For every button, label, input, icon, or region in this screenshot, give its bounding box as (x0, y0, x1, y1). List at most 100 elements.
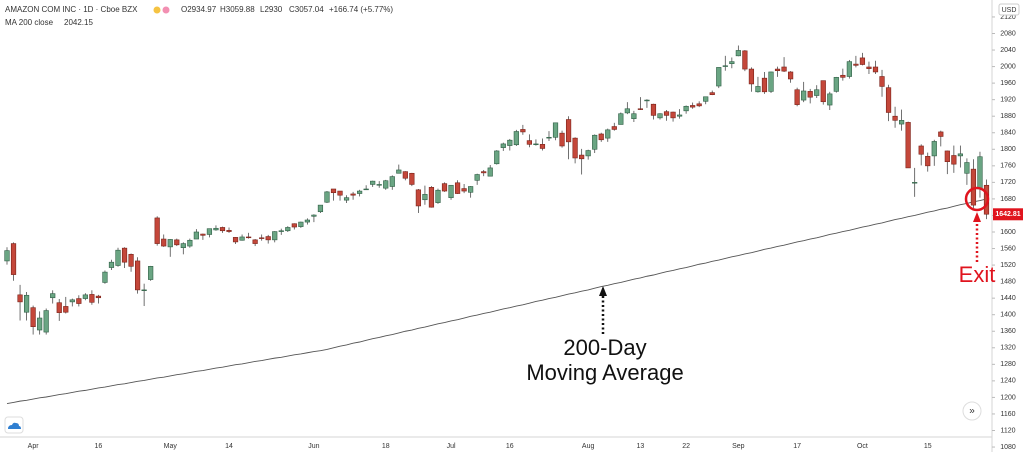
candle-body (311, 214, 317, 217)
y-tick-label: 1120 (1000, 427, 1015, 434)
candle-body (624, 108, 630, 114)
ohlc-low: L2930 (260, 5, 283, 14)
candle-body (206, 228, 213, 235)
exit-circle (964, 186, 990, 212)
candle-body (454, 182, 461, 194)
candle-body (814, 89, 820, 96)
y-tick-label: 1160 (1000, 411, 1015, 418)
candle-body (827, 93, 833, 106)
y-tick-label: 2080 (1000, 30, 1016, 37)
candle-body (30, 307, 36, 327)
candle-body (944, 150, 950, 162)
candle-body (232, 237, 239, 243)
candle-body (768, 71, 774, 92)
candle-body (37, 317, 43, 331)
candle-body (899, 120, 905, 125)
candle-body (252, 239, 258, 244)
y-tick-label: 1080 (1000, 444, 1016, 451)
y-tick-label: 1240 (1000, 378, 1016, 385)
candle-body (337, 190, 343, 196)
candle-body (370, 180, 376, 185)
x-tick-label: 13 (637, 443, 645, 450)
candle-body (866, 66, 872, 69)
candle-body (43, 310, 49, 333)
candle-body (95, 295, 102, 299)
icon[interactable] (153, 6, 161, 14)
candle-body (376, 184, 382, 186)
y-tick-label: 1480 (1000, 278, 1016, 285)
candle-body (755, 86, 761, 93)
candle-body (663, 111, 670, 116)
candle-body (161, 238, 167, 247)
plot-area (4, 45, 990, 405)
candle-body (50, 293, 56, 299)
candle-body (108, 261, 115, 268)
candle-body (683, 105, 689, 112)
y-tick-label: 1560 (1000, 245, 1016, 252)
exit-annotation: Exit (959, 262, 996, 287)
chart-title: AMAZON COM INC · 1D · Cboe BZX (5, 5, 138, 14)
candle-body (892, 115, 898, 121)
candle-body (807, 91, 813, 98)
candle-body (187, 239, 193, 247)
candle-body (879, 76, 885, 87)
candle-body (357, 190, 363, 194)
x-tick-label: 16 (506, 443, 514, 450)
candle-body (239, 236, 245, 241)
ohlc-open: O2934.97 (181, 5, 217, 14)
candle-body (409, 172, 415, 185)
candle-body (552, 122, 559, 138)
scroll-button[interactable] (962, 401, 982, 421)
x-tick-label: Apr (28, 443, 40, 450)
candle-body (193, 231, 199, 240)
candle-body (690, 105, 696, 108)
candle-body (500, 143, 506, 148)
y-tick-label: 1800 (1000, 146, 1016, 153)
candle-body (265, 236, 271, 241)
candle-body (63, 306, 69, 313)
candle-body (396, 169, 402, 174)
y-tick-label: 1760 (1000, 163, 1016, 170)
candle-body (650, 103, 657, 116)
candle-body (180, 243, 186, 249)
x-tick-label: 18 (382, 443, 390, 450)
icon[interactable] (162, 6, 170, 14)
y-tick-label: 1440 (1000, 295, 1016, 302)
ma-annotation: 200-Day (563, 335, 646, 360)
scroll-icon: » (969, 406, 975, 417)
candle-body (559, 132, 565, 147)
candle-body (761, 77, 768, 93)
candle-body (350, 193, 356, 196)
candle-body (794, 89, 800, 105)
candle-body (422, 194, 428, 201)
candle-body (441, 183, 448, 192)
ohlc-close: C3057.04 (289, 5, 324, 14)
candle-body (729, 61, 735, 64)
candle-body (820, 80, 826, 103)
candle-body (742, 50, 748, 70)
candle-body (833, 77, 839, 92)
candle-body (330, 188, 337, 194)
price-axis (992, 0, 1024, 452)
candle-body (716, 67, 722, 87)
candle-body (10, 243, 17, 275)
candle-body (526, 140, 532, 145)
logo-icon (8, 422, 21, 429)
candle-body (520, 129, 526, 133)
x-tick-label: May (164, 443, 178, 450)
candle-body (931, 141, 937, 157)
candle-body (17, 294, 23, 303)
candle-body (402, 171, 408, 179)
candle-body (872, 66, 879, 73)
currency-box[interactable] (998, 3, 1020, 16)
y-tick-label: 2000 (1000, 63, 1016, 70)
x-tick-label: Jul (447, 443, 456, 450)
candle-body (481, 171, 487, 174)
candle-body (102, 271, 108, 283)
candle-body (448, 184, 454, 198)
candle-body (474, 174, 480, 181)
candle-body (226, 230, 232, 232)
y-tick-label: 1680 (1000, 196, 1016, 203)
candle-body (324, 191, 330, 203)
